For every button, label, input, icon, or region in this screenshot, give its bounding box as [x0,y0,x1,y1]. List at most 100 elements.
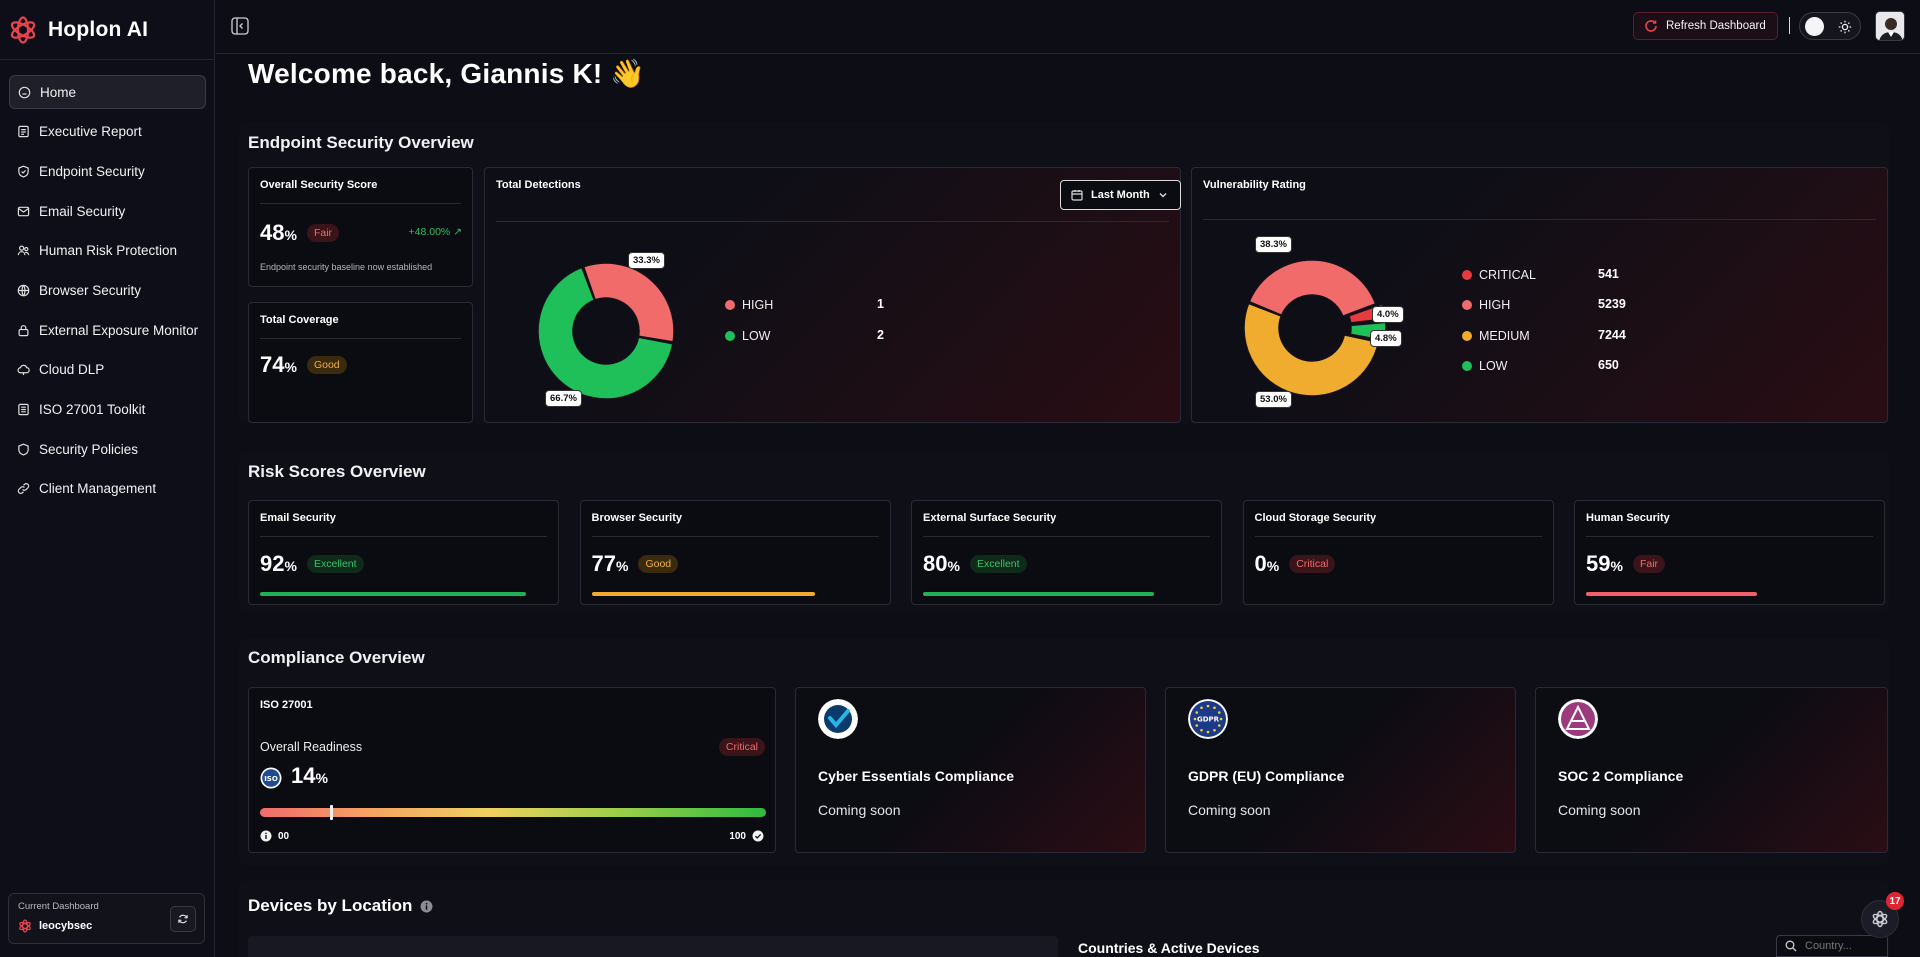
divider [0,59,215,60]
avatar-image [1876,12,1904,40]
star-icon [1206,730,1210,734]
status-badge: Critical [718,738,765,756]
risk-score-card[interactable]: Human Security 59% Fair [1574,500,1885,605]
readiness-marker [329,805,333,820]
shield-icon [18,443,29,456]
sidebar-item-endpoint-security[interactable]: Endpoint Security [9,154,206,188]
sidebar-item-cloud-dlp[interactable]: Cloud DLP [9,353,206,387]
cloud-icon [17,365,30,376]
risk-score-card[interactable]: Browser Security 77% Good [579,500,891,605]
risk-score-card[interactable]: Email Security 92% Excellent [248,500,559,605]
legend-value: 650 [1598,358,1619,372]
sidebar-item-home[interactable]: Home [9,75,206,109]
card-title: Total Detections [496,179,581,191]
brand[interactable]: Hoplon AI [8,14,148,46]
switch-dashboard-button[interactable] [170,906,196,932]
info-icon[interactable] [420,900,433,913]
sidebar-item-browser-security[interactable]: Browser Security [9,273,206,307]
compliance-title: SOC 2 Compliance [1558,768,1684,784]
risk-score-value: 80% [923,551,960,577]
score-unit: % [284,227,297,243]
compliance-status: Coming soon [1188,802,1271,818]
legend-dot [725,331,735,341]
donut-slice-medium[interactable] [1243,302,1380,397]
divider [591,536,879,537]
risk-score-card[interactable]: External Surface Security 80% Excellent [911,500,1222,605]
refresh-dashboard-button[interactable]: Refresh Dashboard [1633,12,1778,40]
sidebar-item-external-exposure-monitor[interactable]: External Exposure Monitor [9,313,206,347]
iso-27001-card[interactable]: ISO 27001 Overall Readiness Critical ISO… [248,687,776,853]
donut-slice-high[interactable] [582,262,675,343]
section-title: Endpoint Security Overview [248,133,474,152]
check-circle-icon [752,830,764,842]
card-title: Total Coverage [260,314,339,326]
devices-map[interactable] [248,936,1058,957]
top-bar: Refresh Dashboard [216,0,1920,54]
compliance-section: Compliance Overview ISO 27001 Overall Re… [239,638,1889,866]
current-dashboard-name: leocybsec [39,920,93,932]
section-title: Devices by Location [248,896,413,915]
users-icon [17,245,30,256]
notification-badge: 17 [1886,892,1904,910]
risk-score-unit: % [1266,558,1280,574]
section-title: Risk Scores Overview [248,462,426,481]
collapse-sidebar-button[interactable] [230,16,250,41]
country-search-input[interactable] [1805,940,1875,952]
legend-dot [1462,361,1472,371]
gdpr-card[interactable]: GDPR GDPR (EU) Compliance Coming soon [1165,687,1516,853]
divider [923,536,1210,537]
star-icon [1213,706,1216,710]
risk-score-value: 77% [592,551,629,577]
donut-slice-low[interactable] [537,266,674,400]
risk-score-value: 0% [1255,551,1280,577]
total-detections-card: Total Detections Last Month 33.3% 66.7% … [484,167,1181,423]
card-title: Human Security [1586,512,1670,524]
risk-score-value: 59% [1586,551,1623,577]
divider [1789,17,1790,34]
assistant-button[interactable] [1861,900,1899,938]
risk-score-card[interactable]: Cloud Storage Security 0% Critical [1242,500,1554,605]
theme-toggle[interactable] [1799,12,1861,40]
sidebar-item-email-security[interactable]: Email Security [9,194,206,228]
sidebar-item-iso-27001-toolkit[interactable]: ISO 27001 Toolkit [9,393,206,427]
card-title: Overall Security Score [260,179,378,191]
calendar-icon [1071,190,1083,201]
divider [496,221,1169,222]
chart-label-high: 38.3% [1255,236,1292,253]
endpoint-security-section: Endpoint Security Overview Overall Secur… [239,122,1889,424]
legend-item-high: HIGH [725,298,773,312]
home-icon [18,86,31,98]
hoplon-logo-icon [19,919,31,933]
score-number: 48 [260,220,285,245]
readiness-value: 14% [291,763,328,789]
countries-title: Countries & Active Devices [1078,940,1260,956]
coverage-number: 74 [260,352,285,377]
sidebar-item-executive-report[interactable]: Executive Report [9,115,206,149]
sidebar-item-label: Email Security [39,203,126,219]
sidebar-item-human-risk-protection[interactable]: Human Risk Protection [9,234,206,268]
divider [1586,536,1873,537]
divider [260,203,461,204]
cyber-essentials-card[interactable]: Cyber Essentials Compliance Coming soon [795,687,1146,853]
donut-slice-high[interactable] [1248,259,1377,317]
sidebar-item-security-policies[interactable]: Security Policies [9,432,206,466]
readiness-min: 00 [260,830,289,842]
card-title: Vulnerability Rating [1203,179,1306,191]
risk-scores-section: Risk Scores Overview Email Security 92% Ex… [239,452,1889,612]
card-title: Browser Security [591,512,682,524]
sidebar-item-client-management[interactable]: Client Management [9,472,206,506]
status-badge: Excellent [306,555,364,573]
current-dashboard: Current Dashboard leocybsec [8,893,205,944]
period-select[interactable]: Last Month [1060,180,1181,210]
risk-score-unit: % [615,558,629,574]
sidebar-item-label: Security Policies [39,441,139,457]
risk-progress-bar [260,592,526,596]
sidebar-item-label: Human Risk Protection [39,243,178,259]
country-search-field[interactable] [1776,935,1888,957]
legend-label: LOW [742,329,771,343]
chart-label-critical: 4.0% [1372,306,1404,323]
star-icon [1213,728,1216,732]
user-avatar[interactable] [1875,11,1905,41]
soc2-card[interactable]: SOC 2 Compliance Coming soon [1535,687,1888,853]
legend-value: 541 [1598,267,1619,281]
